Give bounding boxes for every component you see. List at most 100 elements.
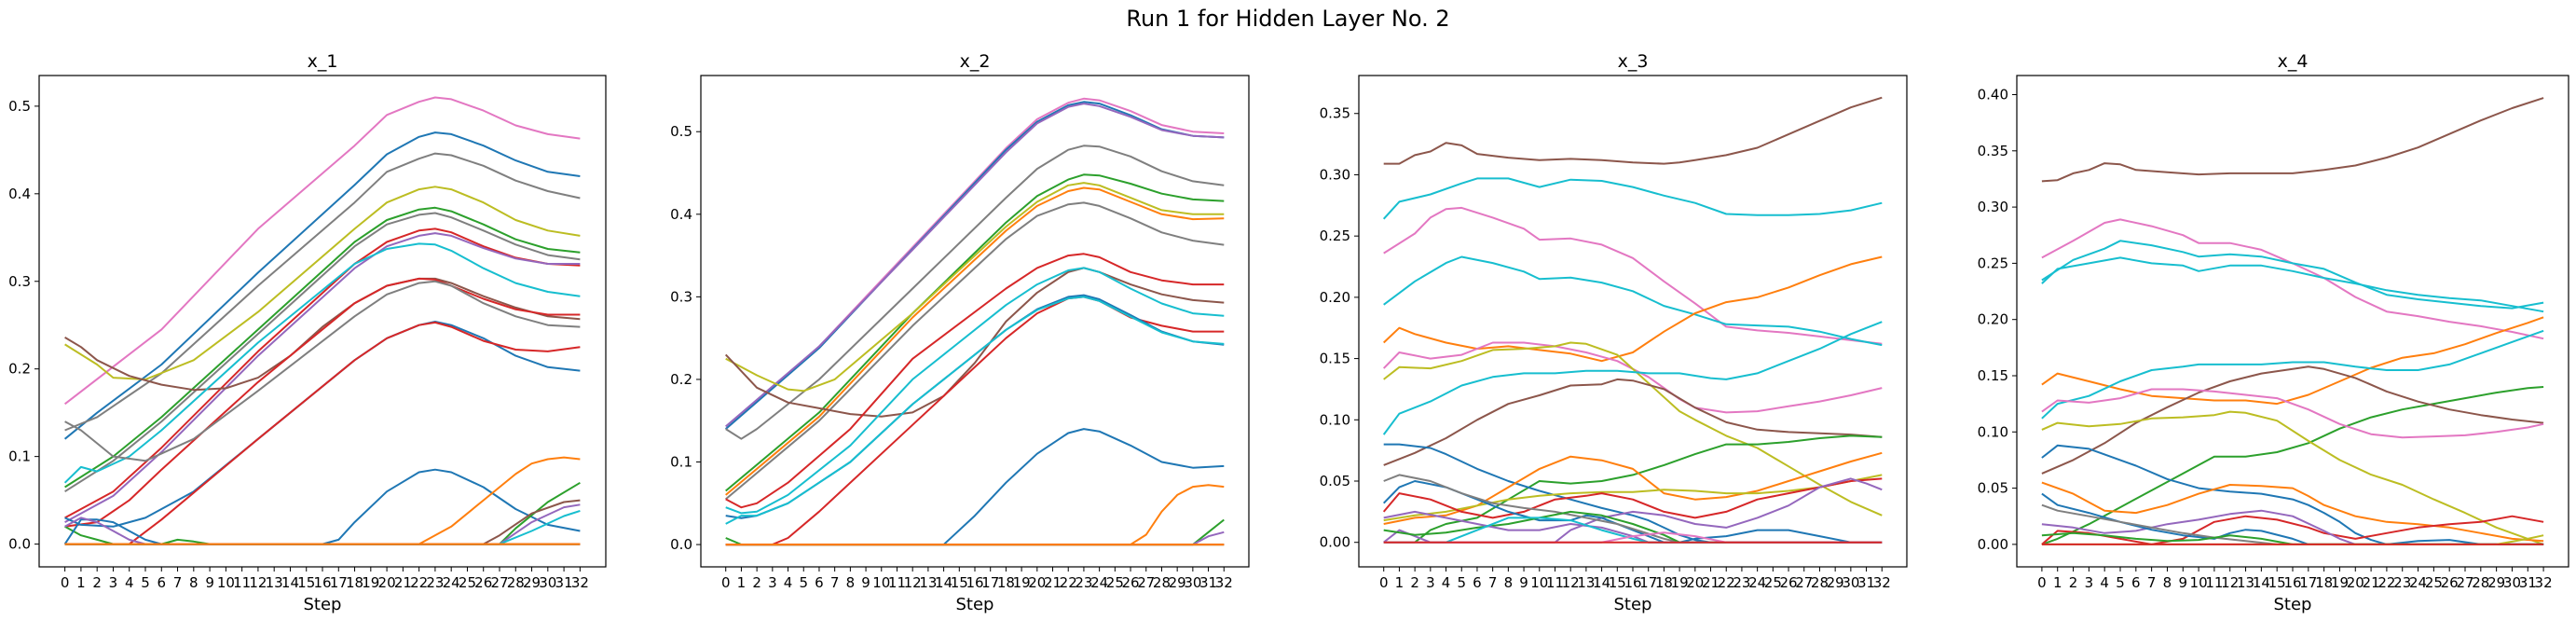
x-tick-label: 31 xyxy=(1857,574,1875,591)
x-tick-label: 11 xyxy=(888,574,906,591)
x-tick-label: 12 xyxy=(249,574,267,591)
x-axis: 0 1 2 3 4 5 6 7 8 9 101112131415161718192021222324… xyxy=(61,567,589,591)
subplot-1: x_10 1 2 3 4 5 6 7 8 9 101112131415161718192021222… xyxy=(8,51,607,614)
series-line-4 xyxy=(64,186,581,380)
series-group xyxy=(63,96,581,545)
x-tick-label: 7 xyxy=(1488,574,1498,591)
x-tick-label: 30 xyxy=(1184,574,1201,591)
x-tick-label: 9 xyxy=(861,574,870,591)
x-tick-label: 30 xyxy=(539,574,556,591)
y-tick-label: 0.40 xyxy=(1978,87,2008,103)
x-tick-label: 6 xyxy=(157,574,166,591)
x-tick-label: 32 xyxy=(571,574,589,591)
series-line-13 xyxy=(1383,474,1883,522)
y-tick-label: 0.2 xyxy=(8,361,31,378)
series-line-1 xyxy=(63,96,581,406)
x-tick-label: 32 xyxy=(2535,574,2553,591)
x-tick-label: 26 xyxy=(474,574,492,591)
y-axis: 0.00 0.05 0.10 0.15 0.20 0.25 0.30 0.35 0.40 xyxy=(1978,87,2017,553)
series-line-8 xyxy=(64,232,581,523)
x-tick-label: 1 xyxy=(2053,574,2062,591)
x-tick-label: 23 xyxy=(1075,574,1092,591)
y-axis: 0.0 0.1 0.2 0.3 0.4 0.5 xyxy=(8,98,39,553)
series-line-12 xyxy=(2041,481,2544,543)
x-tick-label: 32 xyxy=(1215,574,1233,591)
series-line-1 xyxy=(1383,96,1883,165)
series-line-4 xyxy=(2041,240,2544,310)
y-tick-label: 0.3 xyxy=(8,273,31,290)
x-axis-label: Step xyxy=(956,595,994,614)
x-tick-label: 14 xyxy=(1593,574,1610,591)
subplots: x_10 1 2 3 4 5 6 7 8 9 101112131415161718192021222… xyxy=(8,51,2569,614)
x-tick-label: 3 xyxy=(768,574,777,591)
x-tick-label: 15 xyxy=(2268,574,2286,591)
x-tick-label: 18 xyxy=(346,574,363,591)
x-tick-label: 3 xyxy=(109,574,118,591)
x-tick-label: 21 xyxy=(394,574,412,591)
x-tick-label: 28 xyxy=(2472,574,2489,591)
x-tick-label: 18 xyxy=(997,574,1015,591)
x-tick-label: 31 xyxy=(555,574,573,591)
x-tick-label: 24 xyxy=(443,574,460,591)
series-line-1 xyxy=(725,97,1225,430)
series-line-12 xyxy=(64,280,581,462)
y-tick-label: 0.25 xyxy=(1320,227,1350,244)
x-tick-label: 30 xyxy=(1842,574,1859,591)
series-line-14 xyxy=(725,296,1225,525)
x-tick-label: 28 xyxy=(1153,574,1171,591)
x-tick-label: 8 xyxy=(189,574,199,591)
y-tick-label: 0.25 xyxy=(1978,255,2008,271)
x-tick-label: 13 xyxy=(2237,574,2254,591)
x-axis: 0 1 2 3 4 5 6 7 8 9 101112131415161718192021222324… xyxy=(2037,567,2553,591)
x-tick-label: 19 xyxy=(1671,574,1689,591)
x-tick-label: 3 xyxy=(2085,574,2094,591)
x-tick-label: 10 xyxy=(872,574,890,591)
series-line-9 xyxy=(1383,378,1883,466)
x-tick-label: 32 xyxy=(1873,574,1891,591)
x-tick-label: 24 xyxy=(1748,574,1766,591)
series-line-20 xyxy=(1383,517,1883,544)
x-tick-label: 26 xyxy=(1779,574,1797,591)
series-line-11 xyxy=(1383,443,1883,544)
x-tick-label: 20 xyxy=(378,574,396,591)
x-tick-label: 28 xyxy=(1811,574,1829,591)
y-tick-label: 0.05 xyxy=(1320,473,1350,489)
x-tick-label: 21 xyxy=(1702,574,1720,591)
x-tick-label: 31 xyxy=(1199,574,1217,591)
x-tick-label: 12 xyxy=(1562,574,1580,591)
series-line-10 xyxy=(1383,434,1883,544)
y-tick-label: 0.4 xyxy=(670,206,692,223)
x-tick-label: 13 xyxy=(266,574,283,591)
subplot-title: x_2 xyxy=(960,51,991,72)
y-tick-label: 0.0 xyxy=(8,536,31,553)
x-tick-label: 17 xyxy=(330,574,348,591)
x-tick-label: 1 xyxy=(1395,574,1404,591)
series-line-3 xyxy=(725,103,1225,428)
series-line-3 xyxy=(2041,256,2544,313)
x-tick-label: 29 xyxy=(1169,574,1186,591)
series-line-8 xyxy=(1382,321,1883,435)
x-tick-label: 0 xyxy=(61,574,70,591)
x-tick-label: 25 xyxy=(1106,574,1124,591)
series-line-11 xyxy=(725,267,1225,515)
x-tick-label: 30 xyxy=(2503,574,2521,591)
x-tick-label: 7 xyxy=(2147,574,2157,591)
x-tick-label: 15 xyxy=(297,574,315,591)
y-tick-label: 0.15 xyxy=(1978,367,2008,384)
x-tick-label: 10 xyxy=(1530,574,1548,591)
x-tick-label: 0 xyxy=(2037,574,2047,591)
x-tick-label: 11 xyxy=(1546,574,1564,591)
x-tick-label: 19 xyxy=(2331,574,2349,591)
x-tick-label: 12 xyxy=(904,574,922,591)
y-tick-label: 0.5 xyxy=(8,98,31,115)
x-tick-label: 0 xyxy=(1379,574,1389,591)
series-group xyxy=(724,97,1225,546)
y-tick-label: 0.2 xyxy=(670,371,692,388)
series-group xyxy=(1382,96,1883,544)
x-tick-label: 2 xyxy=(2069,574,2078,591)
x-tick-label: 17 xyxy=(981,574,999,591)
x-tick-label: 29 xyxy=(523,574,541,591)
x-tick-label: 18 xyxy=(2315,574,2333,591)
